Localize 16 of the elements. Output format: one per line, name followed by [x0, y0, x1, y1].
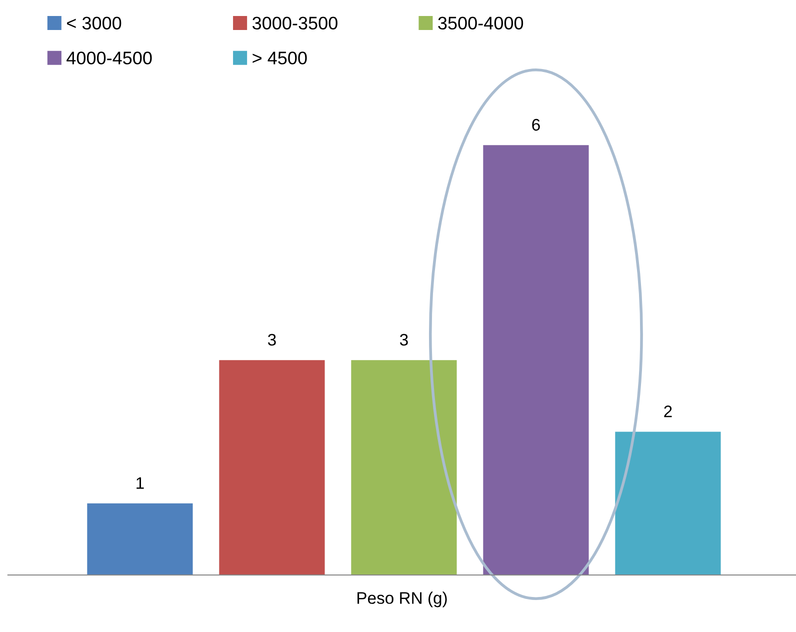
data-label: 6 — [532, 118, 540, 131]
data-label: 3 — [400, 334, 408, 346]
data-label: 2 — [664, 406, 672, 418]
data-label: 3 — [268, 334, 276, 346]
bar — [219, 360, 325, 575]
bar — [351, 360, 457, 575]
legend-label: < 3000 — [67, 16, 122, 30]
bar — [483, 145, 589, 575]
legend-label: 3000-3500 — [252, 16, 338, 30]
bar — [615, 432, 721, 575]
legend-label: 3500-4000 — [438, 16, 524, 30]
legend-label: 4000-4500 — [66, 52, 152, 64]
x-axis-title: Peso RN (g) — [358, 592, 447, 608]
legend-label: > 4500 — [252, 52, 307, 64]
bar — [87, 503, 193, 575]
data-label: 1 — [136, 477, 144, 489]
